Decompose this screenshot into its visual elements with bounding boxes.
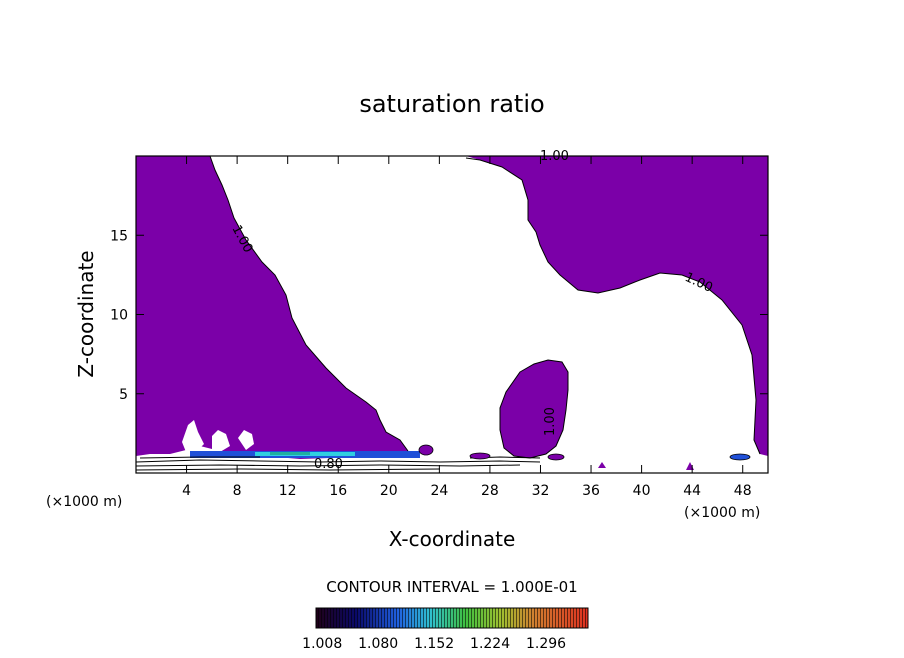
colorbar-tick-label: 1.008 <box>302 636 342 652</box>
chart-title: saturation ratio <box>359 90 544 118</box>
y-tick-label: 15 <box>110 228 128 244</box>
left-region-hole <box>212 430 230 452</box>
x-tick-label: 44 <box>683 483 701 499</box>
x-tick-label: 28 <box>481 483 499 499</box>
x-tick-label: 20 <box>380 483 398 499</box>
colorbar-stripes <box>316 608 588 628</box>
left-region-hole <box>238 430 254 450</box>
x-unit-left: (×1000 m) <box>46 494 122 510</box>
x-tick-label: 8 <box>233 483 242 499</box>
colorbar-tick-label: 1.080 <box>358 636 398 652</box>
left-purple-region <box>136 156 408 459</box>
x-tick-label: 32 <box>532 483 550 499</box>
contour-interval-label: CONTOUR INTERVAL = 1.000E-01 <box>326 578 577 596</box>
x-tick-label: 36 <box>582 483 600 499</box>
upper-right-purple-region <box>466 156 768 456</box>
contour-fill-regions <box>136 156 768 473</box>
middle-purple-region <box>500 360 568 458</box>
colorbar-tick-label: 1.296 <box>526 636 566 652</box>
y-tick-label: 5 <box>119 387 128 403</box>
y-axis-title: Z-coordinate <box>74 250 98 377</box>
x-tick-label: 12 <box>279 483 297 499</box>
x-tick-label: 48 <box>734 483 752 499</box>
speckles <box>206 405 751 470</box>
x-axis-ticks: 4 8 12 16 20 24 28 32 36 40 44 48 <box>182 156 752 499</box>
colorbar-tick-label: 1.152 <box>414 636 454 652</box>
contour-label: 1.00 <box>540 149 569 164</box>
contour-label: 0.80 <box>314 457 343 472</box>
x-axis-title: X-coordinate <box>389 527 516 551</box>
x-tick-label: 24 <box>430 483 448 499</box>
x-tick-label: 4 <box>182 483 191 499</box>
y-axis-ticks: 5 10 15 <box>110 228 768 403</box>
left-region-hole <box>182 420 204 452</box>
x-tick-label: 40 <box>633 483 651 499</box>
y-tick-label: 10 <box>110 308 128 324</box>
x-tick-label: 16 <box>329 483 347 499</box>
contour-outlines <box>209 155 761 459</box>
teal-spot <box>270 452 310 455</box>
colorbar-tick-label: 1.224 <box>470 636 510 652</box>
contour-label: 1.00 <box>543 407 558 436</box>
x-unit-right: (×1000 m) <box>684 505 760 521</box>
colorbar-tick-labels: 1.008 1.080 1.152 1.224 1.296 <box>302 636 566 652</box>
